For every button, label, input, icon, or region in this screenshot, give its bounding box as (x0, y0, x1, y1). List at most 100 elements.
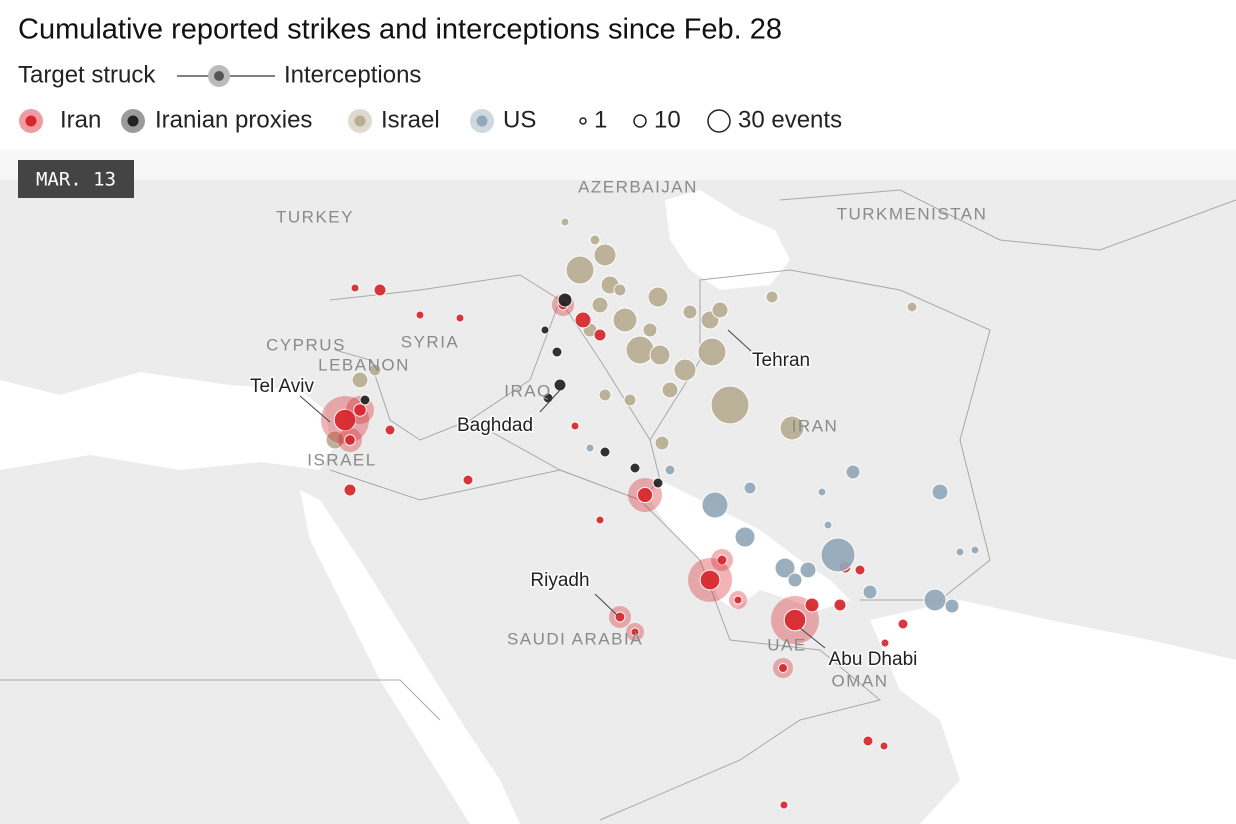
event-bubble (593, 328, 607, 342)
strike (614, 611, 626, 623)
strike (595, 515, 605, 525)
strike (350, 283, 360, 293)
event-bubble (359, 394, 371, 406)
event-bubble (351, 371, 369, 389)
strike (585, 443, 595, 453)
event-bubble (820, 537, 856, 573)
event-bubble (743, 481, 757, 495)
event-bubble (804, 597, 820, 613)
legend-swatch (476, 115, 488, 127)
strike (551, 346, 563, 358)
strike (351, 371, 369, 389)
strike (955, 547, 965, 557)
event-bubble (711, 549, 733, 571)
strike (593, 328, 607, 342)
strike (711, 301, 729, 319)
sea (870, 600, 1236, 824)
event-bubble (626, 623, 644, 641)
strike (630, 627, 640, 637)
strike (817, 487, 827, 497)
strike (734, 526, 756, 548)
event-bubble (462, 474, 474, 486)
strike (343, 483, 357, 497)
strike (699, 569, 721, 591)
strike (599, 446, 611, 458)
event-bubble (574, 311, 592, 329)
header-bg (0, 0, 1236, 145)
date-badge (18, 160, 134, 198)
country-label: LEBANON (318, 355, 410, 374)
strike (701, 491, 729, 519)
event-bubble (710, 385, 750, 425)
event-bubble (325, 430, 345, 450)
city-label: Abu Dhabi (829, 649, 918, 670)
event-bubble (625, 335, 655, 365)
event-bubble (647, 286, 669, 308)
strike (778, 663, 788, 673)
country-label: AZERBAIJAN (578, 177, 698, 196)
legend-target: Target struck (18, 61, 156, 88)
event-bubble (609, 606, 631, 628)
country-label: IRAQ (504, 381, 552, 400)
strike (591, 296, 609, 314)
leader-line (539, 389, 561, 413)
event-bubble (591, 296, 609, 314)
strike (944, 598, 960, 614)
date-badge-text: MAR. 13 (36, 169, 116, 191)
event-bubble (931, 483, 949, 501)
strike (455, 313, 465, 323)
event-bubble (570, 421, 580, 431)
strike (880, 638, 890, 648)
event-bubble (598, 388, 612, 402)
strike (333, 408, 357, 432)
event-bubble (862, 735, 874, 747)
event-bubble (817, 487, 827, 497)
legend-actor: Israel (381, 106, 440, 133)
strike (970, 545, 980, 555)
event-bubble (779, 800, 789, 810)
leader-line (299, 395, 331, 423)
event-bubble (970, 545, 980, 555)
city-label: Tel Aviv (250, 376, 315, 397)
event-bubble (773, 658, 793, 678)
event-bubble (613, 283, 627, 297)
strike (743, 481, 757, 495)
strike (765, 290, 779, 304)
strike (359, 394, 371, 406)
strike (593, 243, 617, 267)
event-bubble (823, 520, 833, 530)
strike (779, 415, 805, 441)
legend-interceptions: Interceptions (284, 61, 421, 88)
legend-actor: US (503, 106, 536, 133)
strike (833, 598, 847, 612)
leader-line (727, 329, 753, 353)
country-label: TURKEY (276, 207, 354, 226)
strike (613, 283, 627, 297)
country-label: TURKMENISTAN (837, 204, 988, 223)
legend-actor: Iranian proxies (155, 106, 312, 133)
country-label: UAE (767, 635, 806, 654)
event-bubble (862, 584, 878, 600)
strike (598, 388, 612, 402)
strike (642, 322, 658, 338)
event-bubble (701, 491, 729, 519)
event-bubble (854, 564, 866, 576)
legend-size (707, 109, 731, 133)
strike (862, 735, 874, 747)
strike (799, 561, 817, 579)
strike (540, 325, 550, 335)
leader-line (594, 593, 618, 616)
strike (716, 554, 728, 566)
event-bubble (729, 591, 747, 609)
event-bubble (765, 290, 779, 304)
fade (0, 140, 1236, 180)
event-bubble (557, 292, 573, 308)
event-bubble (415, 310, 425, 320)
event-bubble (642, 322, 658, 338)
strike (779, 800, 789, 810)
event-bubble (350, 283, 360, 293)
strike (344, 434, 356, 446)
event-bubble (688, 558, 732, 602)
strike (570, 421, 580, 431)
